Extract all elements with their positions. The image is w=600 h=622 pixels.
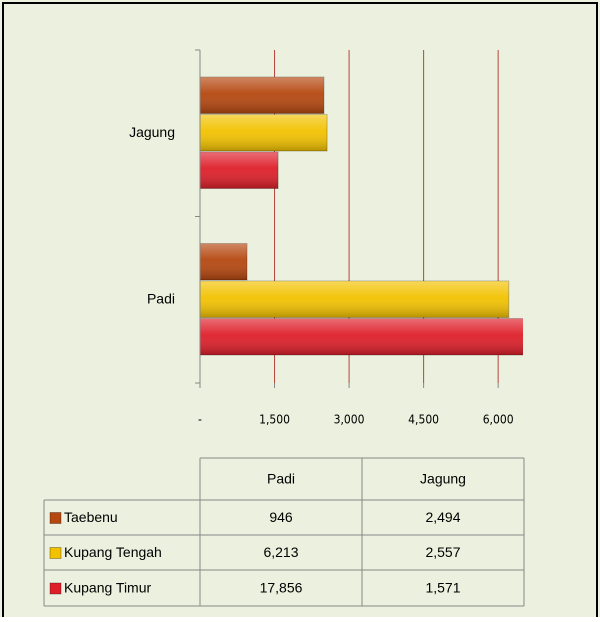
bar-gloss bbox=[200, 281, 509, 318]
y-tick-label: Padi bbox=[147, 290, 175, 306]
bar-gloss bbox=[200, 152, 279, 189]
table-cell: 1,571 bbox=[425, 580, 460, 596]
x-tick-label: - bbox=[198, 413, 202, 427]
legend-key bbox=[49, 547, 62, 559]
x-tick-label: 3,000 bbox=[334, 413, 365, 427]
bar-gloss bbox=[200, 243, 248, 280]
bar-gloss bbox=[200, 77, 324, 114]
bar-gloss bbox=[200, 318, 523, 355]
legend-label: Kupang Timur bbox=[64, 580, 151, 596]
x-tick-label: 6,000 bbox=[483, 413, 514, 427]
table-header: Padi bbox=[267, 471, 295, 487]
x-tick-label: 1,500 bbox=[259, 413, 290, 427]
y-tick-label: Jagung bbox=[129, 124, 175, 140]
bar-gloss bbox=[200, 114, 328, 151]
table-cell: 17,856 bbox=[260, 580, 303, 596]
x-tick-label: 4,500 bbox=[408, 413, 439, 427]
table-cell: 6,213 bbox=[263, 544, 298, 560]
legend-key bbox=[49, 582, 62, 595]
legend-key bbox=[49, 512, 62, 524]
table-cell: 946 bbox=[269, 509, 293, 525]
legend-label: Taebenu bbox=[64, 509, 118, 525]
table-cell: 2,494 bbox=[425, 509, 460, 525]
legend-label: Kupang Tengah bbox=[64, 544, 162, 560]
table-header: Jagung bbox=[420, 471, 466, 487]
table-cell: 2,557 bbox=[425, 544, 460, 560]
